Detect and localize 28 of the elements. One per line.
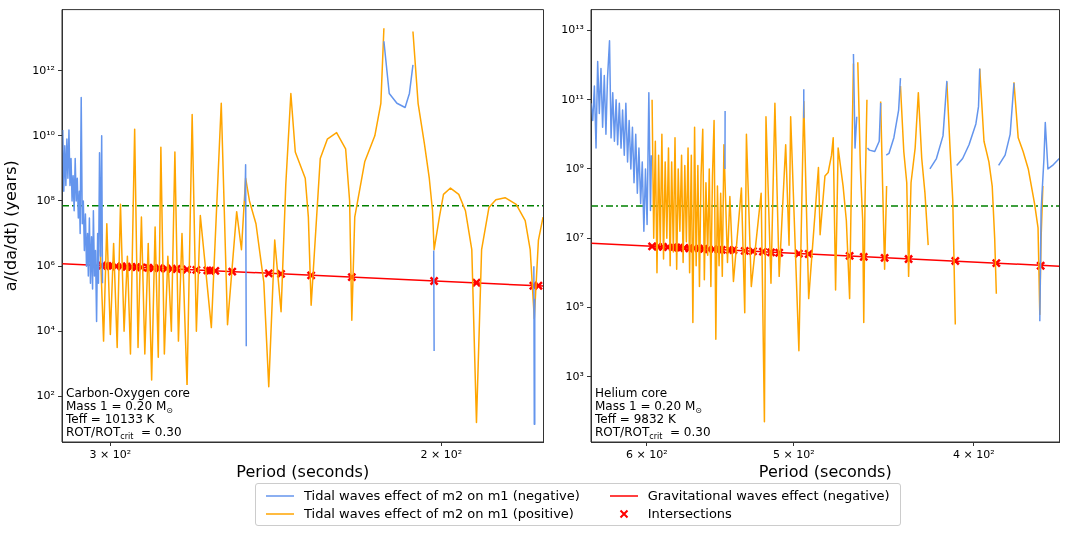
y-tick-label: 10¹¹	[561, 92, 584, 106]
x-tick-label: 2 × 10²	[420, 448, 463, 462]
y-axis-title: a/(da/dt) (years)	[0, 160, 20, 292]
x-axis-title: Period (seconds)	[758, 461, 892, 481]
y-tick-label: 10³	[565, 369, 584, 383]
y-tick-label: 10¹⁰	[32, 128, 56, 142]
legend-label: Intersections	[647, 506, 732, 521]
y-tick-label: 10⁴	[36, 324, 56, 338]
annotation: Carbon-Oxygen core	[66, 386, 190, 400]
legend-label: Tidal waves effect of m2 on m1 (negative)	[304, 488, 580, 503]
y-tick-label: 10⁷	[565, 231, 584, 245]
y-tick-label: 10¹²	[32, 63, 55, 77]
x-tick-label: 6 × 10²	[626, 448, 668, 462]
annotation: ROT/ROT$_{crit}$ = 0.30	[595, 425, 711, 442]
legend-label: Tidal waves effect of m2 on m1 (positive)	[304, 506, 574, 521]
y-tick-label: 10⁵	[565, 300, 584, 314]
x-tick-label: 3 × 10²	[89, 448, 132, 462]
y-tick-label: 10¹³	[561, 23, 584, 37]
y-tick-label: 10²	[36, 389, 55, 403]
x-axis-title: Period (seconds)	[236, 461, 370, 481]
y-tick-label: 10⁹	[565, 161, 584, 175]
y-tick-label: 10⁶	[36, 259, 56, 273]
annotation: ROT/ROT$_{crit}$ = 0.30	[66, 425, 183, 442]
x-tick-label: 4 × 10²	[953, 448, 995, 462]
y-tick-label: 10⁸	[36, 193, 56, 207]
x-tick-label: 5 × 10²	[773, 448, 815, 462]
annotation: Helium core	[595, 386, 669, 400]
legend-label: Gravitational waves effect (negative)	[647, 488, 890, 503]
